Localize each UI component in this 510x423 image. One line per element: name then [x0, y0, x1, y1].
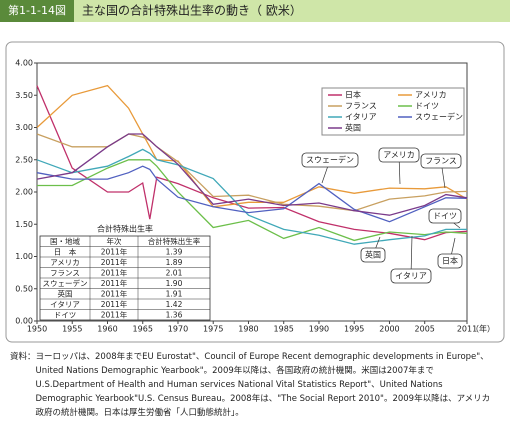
x-tick-label: 2011	[457, 325, 477, 334]
legend-label: ドイツ	[415, 102, 439, 111]
callout-box	[360, 247, 386, 263]
table-header: 年次	[107, 236, 122, 246]
table-cell: 2011年	[101, 299, 128, 309]
figure-label-box	[0, 0, 74, 22]
callout-box	[437, 253, 463, 269]
table-cell: 1.42	[166, 300, 183, 309]
callout-label: フランス	[425, 157, 457, 166]
table-cell: アメリカ	[50, 258, 80, 267]
x-tick-label: 1975	[203, 325, 223, 334]
source-text: ヨーロッパは、2008年までEU Eurostat"、Council of Eu…	[35, 352, 491, 418]
y-tick-label: 2.50	[15, 155, 33, 164]
x-tick-label: 1990	[309, 325, 329, 334]
y-tick-label: 0.50	[15, 284, 33, 293]
x-tick-label: 1985	[274, 325, 294, 334]
source-note: 資料： ヨーロッパは、2008年までEU Eurostat"、Council of…	[10, 350, 498, 420]
x-tick-label: 1980	[238, 325, 258, 334]
y-tick-label: 2.00	[15, 188, 33, 197]
callout-box	[301, 152, 359, 168]
table-cell: 2011年	[101, 309, 128, 319]
figure-label: 第1-1-14図	[8, 3, 66, 17]
legend-label: 英国	[345, 123, 361, 133]
callout-box	[420, 153, 462, 169]
x-tick-label: 1965	[133, 325, 153, 334]
chart-frame	[5, 41, 505, 343]
source-label: 資料：	[10, 352, 36, 362]
table-cell: 2011年	[101, 288, 128, 298]
table-cell: 英国	[58, 288, 73, 298]
table-cell: 2011年	[101, 257, 128, 267]
callout-box	[378, 147, 420, 163]
callout-label: スウェーデン	[306, 155, 354, 165]
table-cell: ドイツ	[54, 310, 77, 319]
callout-label: 日本	[442, 256, 458, 266]
table-cell: 2011年	[101, 267, 128, 277]
table-cell: フランス	[50, 268, 80, 277]
callout-label: イタリア	[395, 272, 427, 281]
table-cell: 2011年	[101, 246, 128, 256]
x-tick-label: 1970	[168, 325, 188, 334]
legend-box	[321, 87, 465, 136]
x-axis-label: （年）	[471, 324, 495, 334]
table-cell: 1.89	[166, 258, 183, 267]
table-cell: 1.91	[166, 289, 183, 298]
x-tick-label: 1995	[344, 325, 364, 334]
table-header: 合計特殊出生率	[148, 236, 201, 246]
callout-label: アメリカ	[383, 151, 415, 160]
header-bar	[0, 0, 510, 22]
x-tick-label: 2005	[415, 325, 435, 334]
callout-box	[428, 208, 462, 224]
table-header: 国・地域	[50, 236, 80, 246]
callout-label: ドイツ	[433, 212, 457, 221]
table-cell: 日 本	[54, 246, 77, 256]
table-cell: 1.90	[166, 279, 183, 288]
table-cell: 1.36	[166, 310, 183, 319]
x-tick-label: 1960	[97, 325, 117, 334]
x-tick-label: 1955	[62, 325, 82, 334]
x-tick-label: 1950	[27, 325, 47, 334]
series-line	[36, 148, 467, 245]
legend-label: イタリア	[345, 113, 377, 122]
table-cell: スウェーデン	[43, 278, 88, 288]
table-cell: 1.39	[166, 247, 183, 256]
legend-label: フランス	[345, 102, 377, 111]
table-cell: 2.01	[166, 268, 183, 277]
table-title: 合計特殊出生率	[97, 224, 153, 234]
table-cell: 2011年	[101, 278, 128, 288]
callout-label: 英国	[365, 250, 381, 260]
series-line	[37, 159, 468, 242]
y-tick-label: 3.50	[15, 91, 33, 100]
x-tick-label: 2000	[379, 325, 399, 334]
legend-label: アメリカ	[415, 91, 447, 100]
table-cell: イタリア	[50, 300, 80, 309]
y-tick-label: 4.00	[15, 59, 33, 68]
series-line	[36, 133, 468, 216]
series-line	[36, 85, 468, 241]
series-line	[36, 165, 468, 223]
legend-label: 日本	[345, 90, 361, 100]
y-tick-label: 1.50	[15, 220, 33, 229]
y-tick-label: 3.00	[15, 123, 33, 132]
y-tick-label: 1.00	[15, 252, 33, 261]
chart: 第1-1-14図 主な国の合計特殊出生率の動き（ 欧米） 0.00 0.50 1.0…	[0, 0, 510, 343]
callout-box	[390, 268, 432, 284]
y-tick-label: 0.00	[15, 317, 33, 326]
chart-title: 主な国の合計特殊出生率の動き（ 欧米）	[82, 3, 302, 18]
legend-label: スウェーデン	[415, 112, 463, 122]
